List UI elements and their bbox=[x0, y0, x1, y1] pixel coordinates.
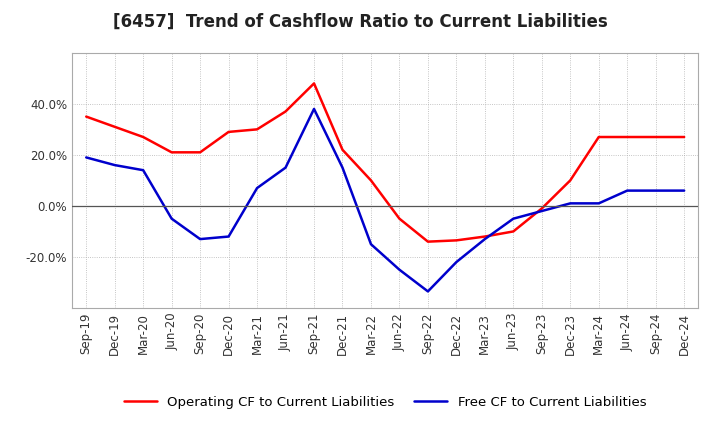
Operating CF to Current Liabilities bbox=[452, 238, 461, 243]
Free CF to Current Liabilities bbox=[82, 155, 91, 160]
Line: Free CF to Current Liabilities: Free CF to Current Liabilities bbox=[86, 109, 684, 291]
Free CF to Current Liabilities bbox=[139, 168, 148, 173]
Free CF to Current Liabilities bbox=[282, 165, 290, 170]
Operating CF to Current Liabilities bbox=[310, 81, 318, 86]
Free CF to Current Liabilities bbox=[452, 260, 461, 265]
Free CF to Current Liabilities bbox=[253, 185, 261, 191]
Free CF to Current Liabilities bbox=[566, 201, 575, 206]
Operating CF to Current Liabilities bbox=[623, 134, 631, 139]
Operating CF to Current Liabilities bbox=[423, 239, 432, 244]
Operating CF to Current Liabilities bbox=[225, 129, 233, 135]
Free CF to Current Liabilities bbox=[595, 201, 603, 206]
Operating CF to Current Liabilities bbox=[395, 216, 404, 221]
Operating CF to Current Liabilities bbox=[509, 229, 518, 234]
Free CF to Current Liabilities bbox=[623, 188, 631, 193]
Operating CF to Current Liabilities bbox=[595, 134, 603, 139]
Free CF to Current Liabilities bbox=[196, 236, 204, 242]
Free CF to Current Liabilities bbox=[110, 162, 119, 168]
Operating CF to Current Liabilities bbox=[338, 147, 347, 152]
Operating CF to Current Liabilities bbox=[366, 178, 375, 183]
Free CF to Current Liabilities bbox=[167, 216, 176, 221]
Operating CF to Current Liabilities bbox=[566, 178, 575, 183]
Legend: Operating CF to Current Liabilities, Free CF to Current Liabilities: Operating CF to Current Liabilities, Fre… bbox=[124, 396, 647, 409]
Free CF to Current Liabilities bbox=[395, 267, 404, 272]
Operating CF to Current Liabilities bbox=[110, 124, 119, 129]
Text: [6457]  Trend of Cashflow Ratio to Current Liabilities: [6457] Trend of Cashflow Ratio to Curren… bbox=[112, 13, 608, 31]
Operating CF to Current Liabilities bbox=[480, 234, 489, 239]
Operating CF to Current Liabilities bbox=[537, 206, 546, 211]
Free CF to Current Liabilities bbox=[225, 234, 233, 239]
Free CF to Current Liabilities bbox=[480, 236, 489, 242]
Free CF to Current Liabilities bbox=[366, 242, 375, 247]
Operating CF to Current Liabilities bbox=[196, 150, 204, 155]
Free CF to Current Liabilities bbox=[652, 188, 660, 193]
Operating CF to Current Liabilities bbox=[82, 114, 91, 119]
Operating CF to Current Liabilities bbox=[139, 134, 148, 139]
Free CF to Current Liabilities bbox=[537, 209, 546, 214]
Free CF to Current Liabilities bbox=[338, 165, 347, 170]
Operating CF to Current Liabilities bbox=[253, 127, 261, 132]
Free CF to Current Liabilities bbox=[423, 289, 432, 294]
Free CF to Current Liabilities bbox=[509, 216, 518, 221]
Operating CF to Current Liabilities bbox=[652, 134, 660, 139]
Operating CF to Current Liabilities bbox=[680, 134, 688, 139]
Operating CF to Current Liabilities bbox=[167, 150, 176, 155]
Operating CF to Current Liabilities bbox=[282, 109, 290, 114]
Free CF to Current Liabilities bbox=[310, 106, 318, 112]
Free CF to Current Liabilities bbox=[680, 188, 688, 193]
Line: Operating CF to Current Liabilities: Operating CF to Current Liabilities bbox=[86, 84, 684, 242]
